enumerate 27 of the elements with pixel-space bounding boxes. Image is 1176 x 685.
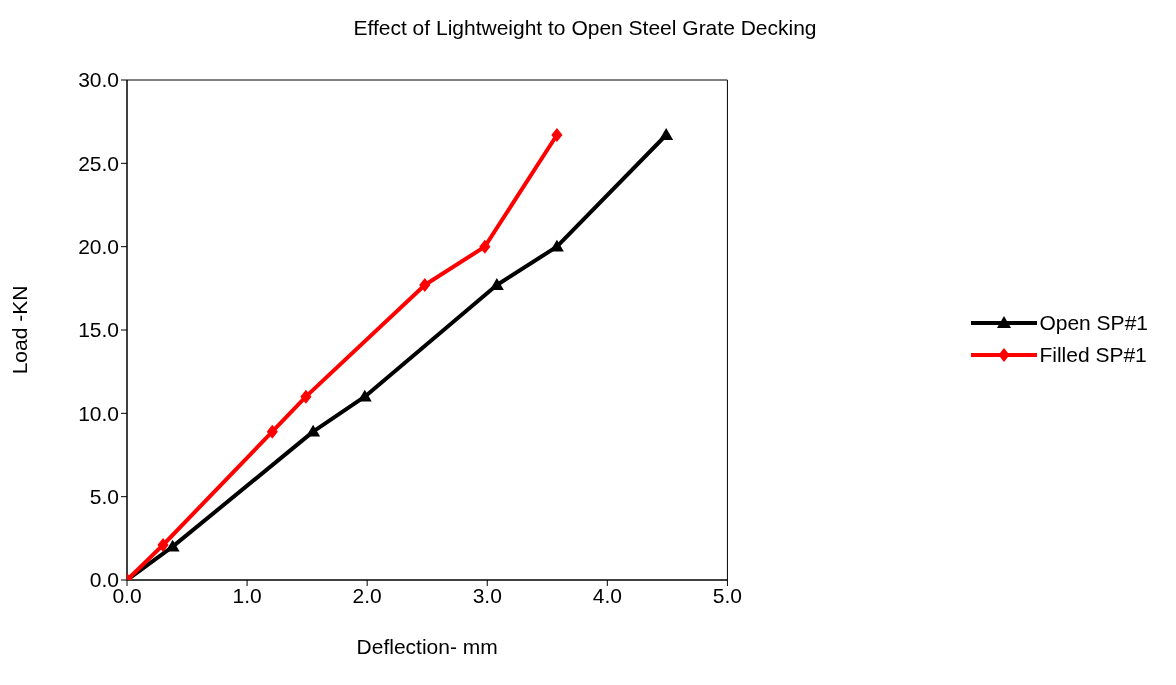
x-tick-label: 2.0 — [352, 583, 382, 607]
y-tick-label: 10.0 — [78, 401, 119, 425]
y-tick-label: 15.0 — [78, 318, 119, 342]
x-tick-label: 1.0 — [232, 583, 262, 607]
point — [300, 389, 312, 404]
y-tick-label: 5.0 — [89, 485, 119, 509]
point — [306, 424, 321, 437]
point — [479, 239, 491, 254]
chart-title: Effect of Lightweight to Open Steel Grate Decking — [353, 16, 817, 39]
x-axis-title: Deflection- mm — [356, 635, 498, 658]
x-tick-label: 4.0 — [592, 583, 622, 607]
y-tick-label: 20.0 — [78, 235, 119, 259]
point — [266, 424, 278, 439]
point — [659, 128, 674, 140]
point — [157, 538, 169, 552]
legend-label: Filled SP#1 — [1039, 343, 1147, 367]
x-tick-label: 5.0 — [712, 583, 743, 607]
y-axis-title: Load -KN — [8, 285, 32, 375]
point — [165, 539, 180, 552]
point — [551, 128, 563, 142]
point — [357, 389, 372, 402]
x-tick-label: 3.0 — [472, 583, 502, 607]
y-tick-label: 25.0 — [78, 151, 119, 175]
point — [489, 278, 504, 290]
point — [419, 278, 431, 292]
legend-label: Open SP#1 — [1039, 311, 1148, 335]
y-tick-label: 30.0 — [78, 68, 119, 92]
